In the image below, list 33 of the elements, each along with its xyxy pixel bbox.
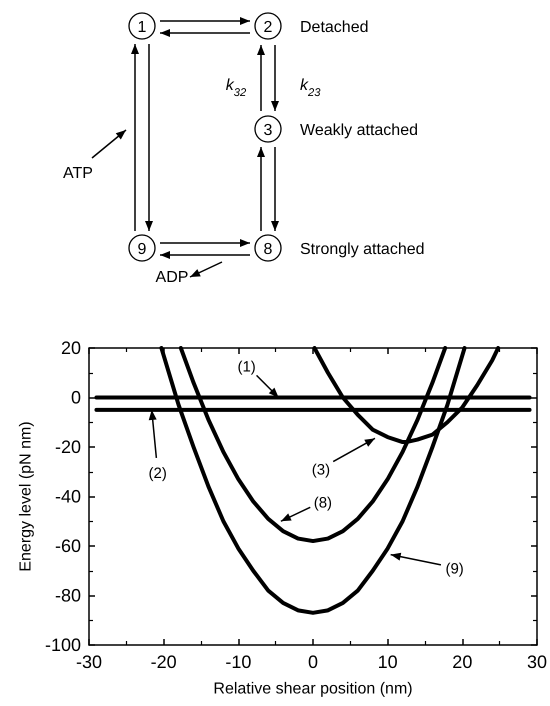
x-tick-label: -30 <box>76 652 102 672</box>
annotation: (1) <box>237 358 256 376</box>
annotation: (9) <box>445 560 464 578</box>
x-tick-label: 30 <box>526 652 548 672</box>
text: ADP <box>156 269 188 286</box>
x-tick-label: 10 <box>378 652 398 672</box>
y-tick-label: -40 <box>54 486 81 506</box>
x-tick-label: 20 <box>452 652 472 672</box>
y-axis-title: Energy level (pN nm) <box>18 421 35 572</box>
x-axis-title: Relative shear position (nm) <box>213 680 413 698</box>
text: Strongly attached <box>300 241 425 258</box>
text: 3 <box>264 122 273 139</box>
text: 8 <box>264 241 273 258</box>
x-tick-label: -10 <box>225 652 252 672</box>
text: k$_{32}$ <box>226 77 247 99</box>
annotation: (3) <box>312 461 330 478</box>
text: 1 <box>138 19 147 36</box>
text: Detached <box>300 19 368 36</box>
y-tick-label: -80 <box>54 586 81 606</box>
annotation: (2) <box>148 464 167 482</box>
y-tick-label: 20 <box>60 338 81 358</box>
text: Weakly attached <box>300 122 418 139</box>
y-tick-label: -100 <box>44 635 81 655</box>
y-tick-label: 0 <box>70 388 81 408</box>
y-tick-label: -60 <box>54 536 81 556</box>
text: k$_{23}$ <box>300 77 322 99</box>
annotation: (8) <box>314 494 332 512</box>
x-tick-label: -20 <box>150 652 177 672</box>
text: 2 <box>264 19 273 36</box>
y-tick-label: -20 <box>54 437 81 457</box>
text: ATP <box>63 165 93 182</box>
text: 9 <box>138 241 147 258</box>
x-tick-label: 0 <box>308 652 318 672</box>
